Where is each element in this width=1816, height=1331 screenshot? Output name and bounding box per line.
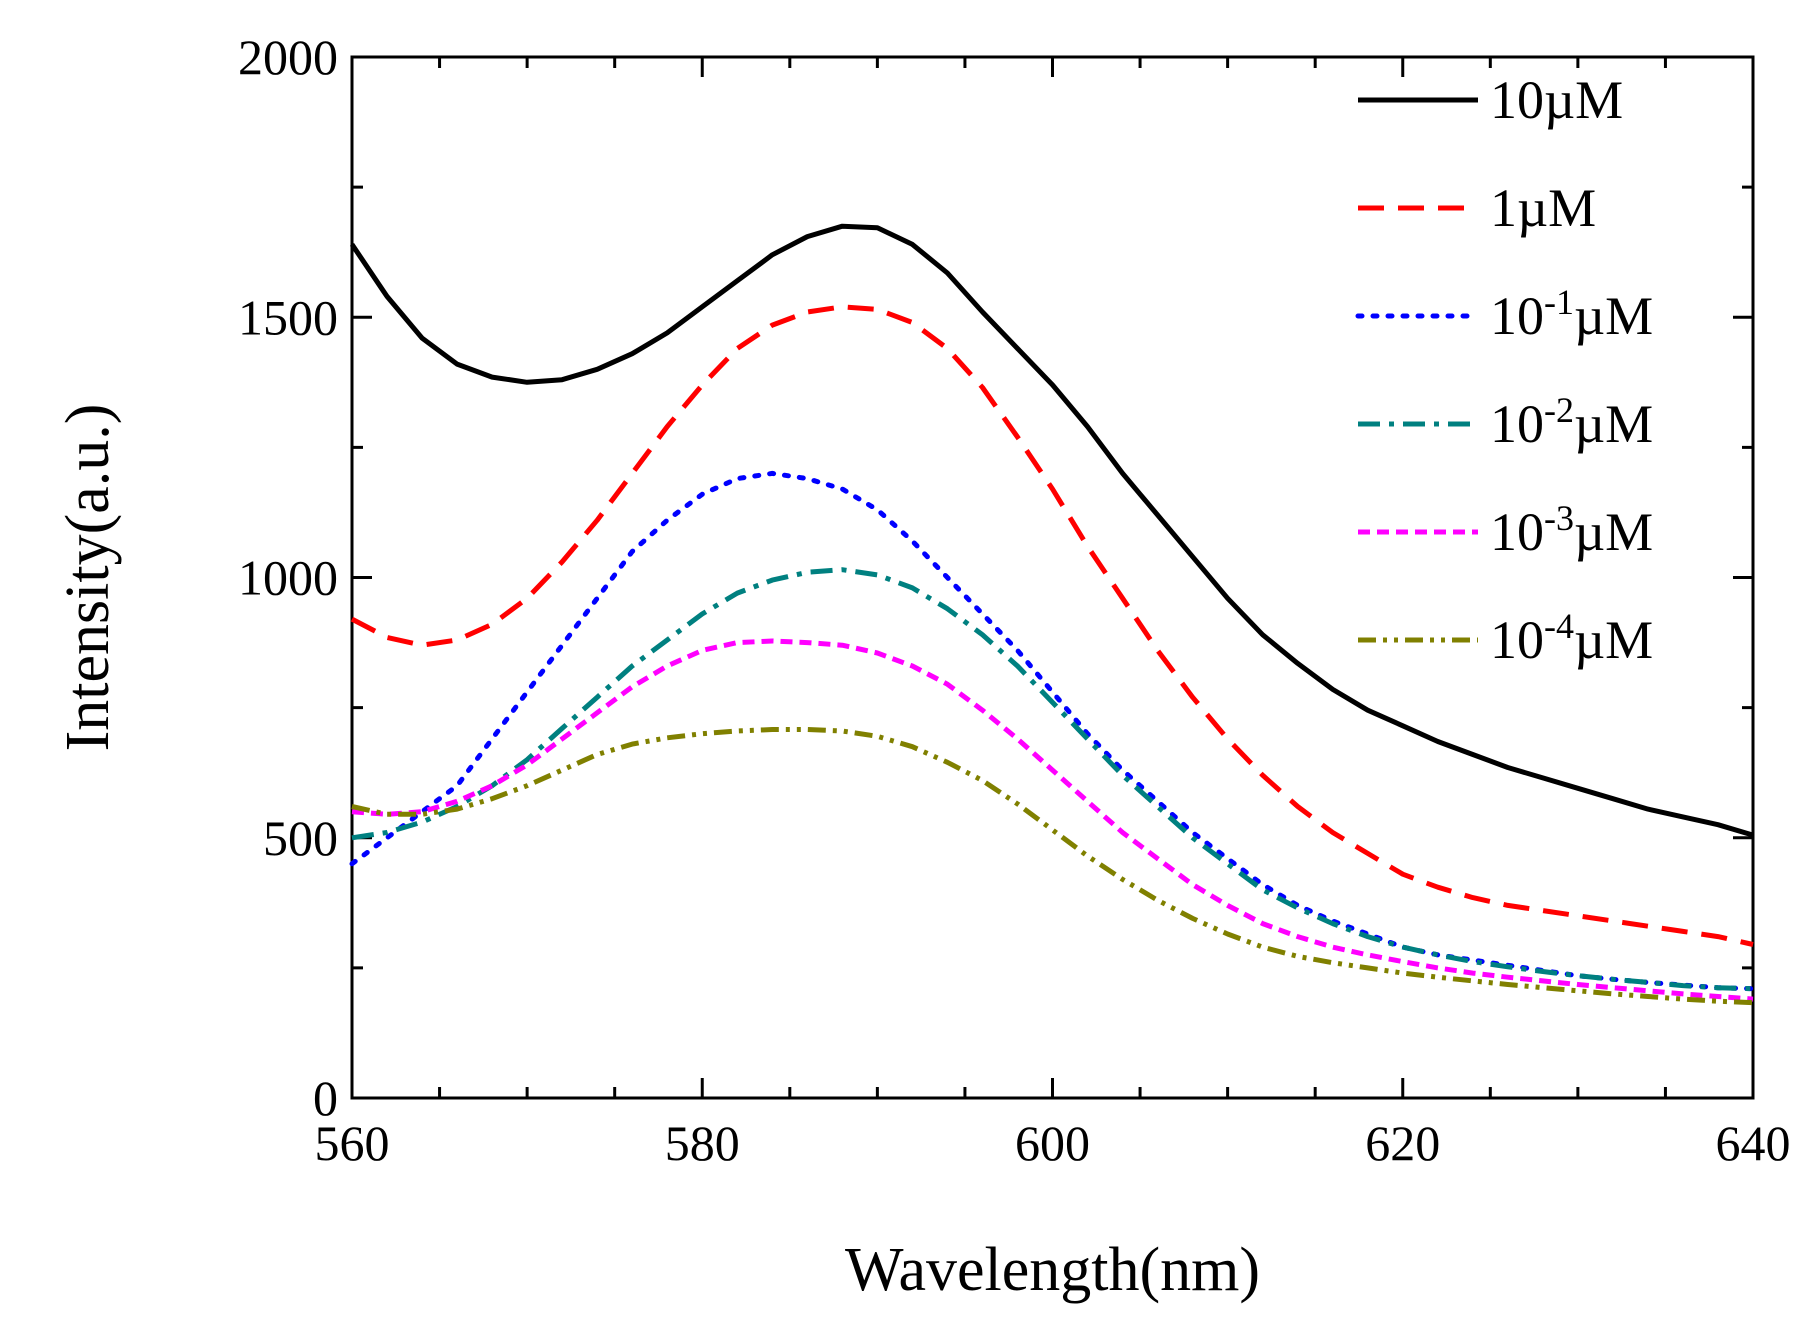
- series-line-4: [351, 638, 1754, 1002]
- y-tick-label: 500: [263, 810, 338, 866]
- series-line-3: [351, 567, 1754, 992]
- y-tick-label: 1500: [238, 289, 338, 345]
- axis-tick-labels: 560 580 600 620 640 0 500 1000 1500 2000: [238, 29, 1791, 1171]
- legend: 10µM 1µM 10-1µM 10-2µM 10-3µM 10-4µM: [1355, 70, 1653, 670]
- x-tick-label: 580: [665, 1115, 740, 1171]
- x-tick-label: 560: [315, 1115, 390, 1171]
- x-tick-label: 640: [1716, 1115, 1791, 1171]
- legend-label-1: 1µM: [1490, 178, 1596, 238]
- series-line-5: [351, 727, 1754, 1006]
- y-tick-label: 0: [313, 1070, 338, 1126]
- x-tick-label: 620: [1365, 1115, 1440, 1171]
- axis-ticks: [350, 55, 1755, 1100]
- x-axis-label: Wavelength(nm): [845, 1236, 1260, 1304]
- x-tick-label: 600: [1015, 1115, 1090, 1171]
- y-axis-label: Intensity(a.u.): [54, 404, 122, 752]
- series-lines: [349, 223, 1756, 1006]
- legend-label-5: 10-4µM: [1490, 606, 1653, 670]
- legend-label-2: 10-1µM: [1490, 282, 1653, 346]
- series-line-1: [350, 304, 1754, 947]
- y-tick-label: 2000: [238, 29, 338, 85]
- legend-label-4: 10-3µM: [1490, 498, 1653, 562]
- series-line-2: [349, 470, 1756, 992]
- y-tick-label: 1000: [238, 550, 338, 606]
- series-line-0: [349, 223, 1754, 838]
- legend-label-3: 10-2µM: [1490, 390, 1653, 454]
- legend-label-0: 10µM: [1490, 70, 1623, 130]
